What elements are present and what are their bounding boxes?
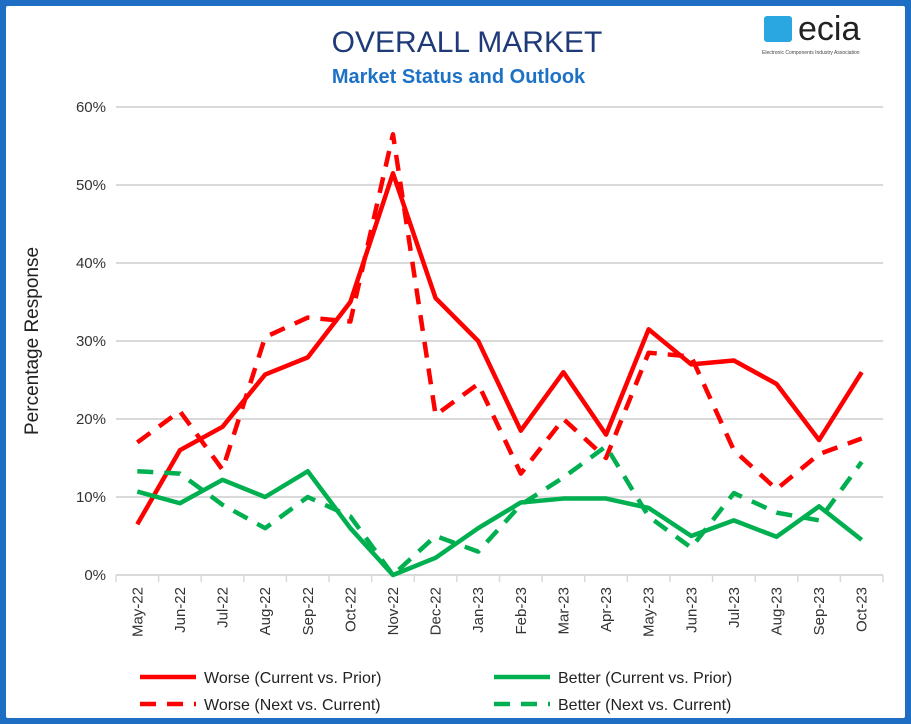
logo-word: ecia: [798, 10, 861, 48]
y-tick-label: 30%: [76, 333, 106, 350]
y-tick-label: 10%: [76, 489, 106, 506]
ecia-logo: ecia Electronic Components Industry Asso…: [758, 10, 904, 64]
x-tick-label: Feb-23: [513, 587, 530, 635]
series-line-2: [135, 132, 863, 492]
x-tick-label: May-23: [641, 587, 658, 637]
y-tick-label: 50%: [76, 177, 106, 194]
y-tick-label: 40%: [76, 255, 106, 272]
x-tick-label: Jul-23: [726, 587, 743, 628]
chart-frame: OVERALL MARKET Market Status and Outlook…: [6, 6, 905, 718]
y-tick-label: 0%: [84, 567, 106, 584]
ecia-logo-icon: [764, 16, 792, 42]
series-line-1: [136, 469, 864, 578]
legend-label: Worse (Current vs. Prior): [204, 670, 382, 687]
legend-label: Better (Current vs. Prior): [558, 670, 732, 687]
x-tick-label: Jan-23: [470, 587, 487, 633]
logo-tagline: Electronic Components Industry Associati…: [762, 50, 860, 56]
x-tick-label: Dec-22: [428, 587, 445, 635]
x-tick-label: Oct-23: [854, 587, 871, 632]
x-tick-label: Sep-23: [811, 587, 828, 635]
chart-title: OVERALL MARKET: [331, 26, 603, 59]
x-tick-label: Sep-22: [300, 587, 317, 635]
x-tick-label: Aug-22: [257, 587, 274, 635]
x-tick-label: Jul-22: [215, 587, 232, 628]
y-axis-label: Percentage Response: [22, 247, 43, 435]
legend-label: Worse (Next vs. Current): [204, 697, 381, 714]
chart-subtitle: Market Status and Outlook: [331, 66, 586, 88]
x-tick-label: Jun-22: [172, 587, 189, 633]
y-tick-label: 60%: [76, 99, 106, 116]
series-line-0: [135, 171, 864, 526]
y-tick-label: 20%: [76, 411, 106, 428]
x-tick-label: Apr-23: [598, 587, 615, 632]
x-tick-label: Nov-22: [385, 587, 402, 635]
x-tick-label: May-22: [129, 587, 146, 637]
x-tick-label: Jun-23: [683, 587, 700, 633]
x-tick-label: Mar-23: [555, 587, 572, 635]
line-chart: 0% 10% 20% 30% 40% 50% 60% May-22 Jun-22 Jul-22 Au…: [22, 99, 884, 714]
legend-label: Better (Next vs. Current): [558, 697, 731, 714]
x-tick-label: Oct-22: [342, 587, 359, 632]
series-line-3: [137, 444, 864, 578]
x-tick-label: Aug-23: [768, 587, 785, 635]
